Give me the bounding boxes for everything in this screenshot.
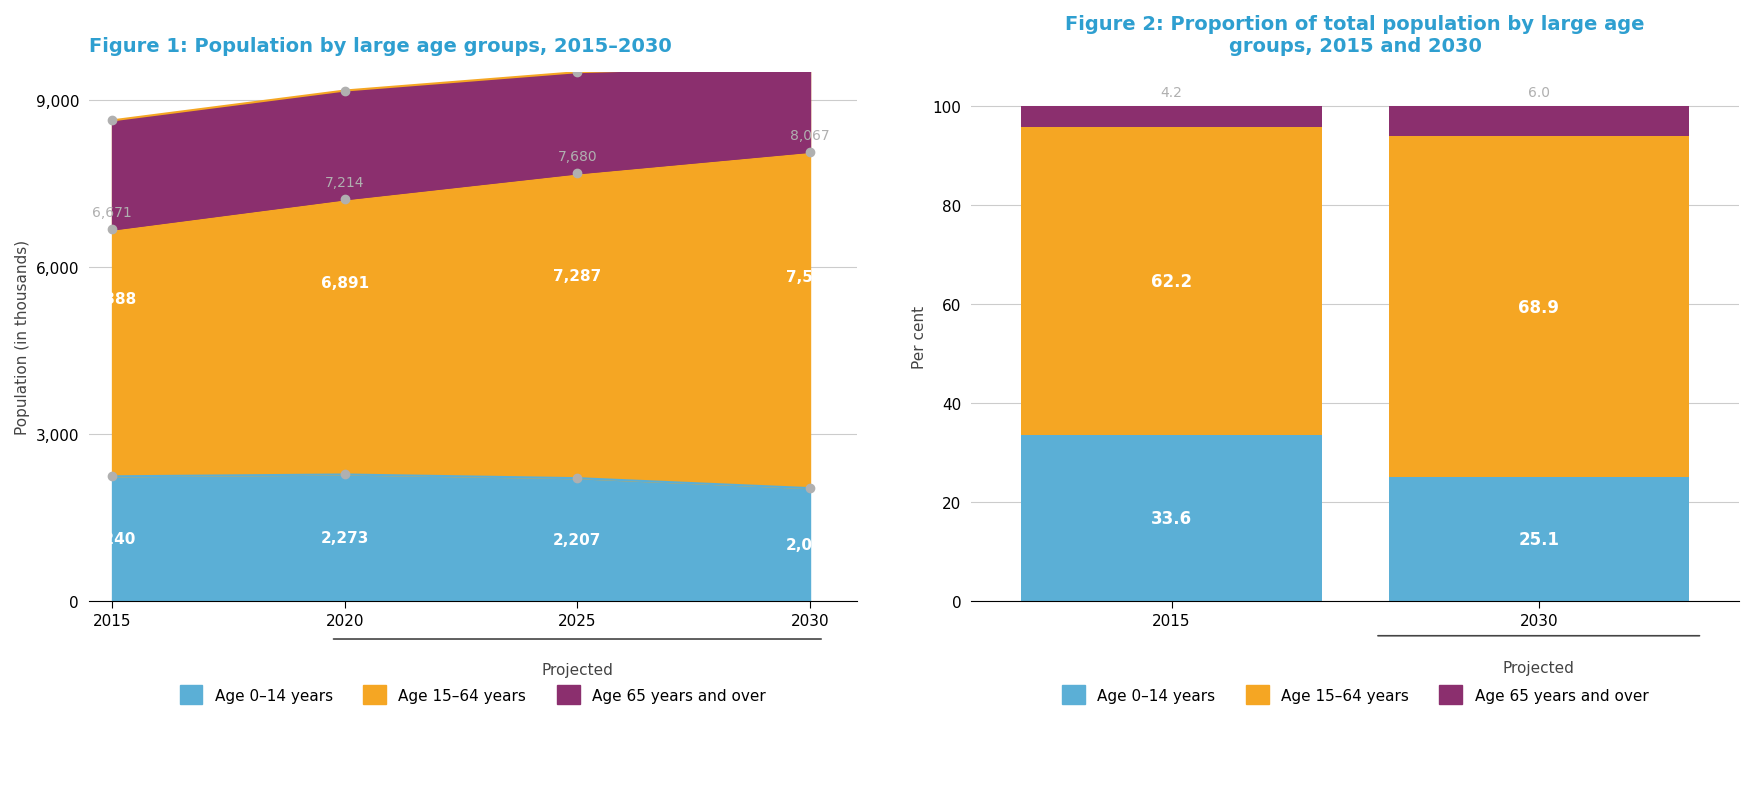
Text: 7,287: 7,287	[553, 268, 602, 283]
Text: Projected: Projected	[1503, 661, 1575, 676]
Y-axis label: Per cent: Per cent	[912, 306, 928, 368]
Text: 2,273: 2,273	[321, 530, 368, 546]
Bar	[1021, 107, 1323, 128]
Text: 6,891: 6,891	[321, 276, 368, 290]
Legend: Age 0–14 years, Age 15–64 years, Age 65 years and over: Age 0–14 years, Age 15–64 years, Age 65 …	[1056, 680, 1654, 710]
Bar	[1389, 107, 1689, 137]
Text: 68.9: 68.9	[1519, 298, 1559, 316]
Text: 6,671: 6,671	[93, 206, 132, 220]
Text: 62.2: 62.2	[1151, 272, 1193, 290]
Bar	[1389, 478, 1689, 602]
Bar	[1389, 137, 1689, 478]
Text: 33.6: 33.6	[1151, 509, 1193, 527]
Text: 4.2: 4.2	[1161, 86, 1182, 100]
Bar	[1021, 436, 1323, 602]
Bar	[1021, 128, 1323, 436]
Y-axis label: Population (in thousands): Population (in thousands)	[16, 239, 30, 435]
Text: Figure 1: Population by large age groups, 2015–2030: Figure 1: Population by large age groups…	[89, 37, 672, 56]
Text: 2,207: 2,207	[553, 533, 602, 547]
Text: Projected: Projected	[542, 663, 614, 677]
Text: 2,240: 2,240	[88, 531, 137, 547]
Title: Figure 2: Proportion of total population by large age
groups, 2015 and 2030: Figure 2: Proportion of total population…	[1065, 15, 1645, 56]
Legend: Age 0–14 years, Age 15–64 years, Age 65 years and over: Age 0–14 years, Age 15–64 years, Age 65 …	[174, 680, 772, 710]
Text: 2,028: 2,028	[786, 538, 835, 552]
Text: 6,388: 6,388	[88, 291, 137, 307]
Text: 7,584: 7,584	[786, 270, 835, 285]
Text: 7,680: 7,680	[558, 150, 596, 164]
Text: 6.0: 6.0	[1528, 86, 1551, 100]
Text: 7,214: 7,214	[324, 176, 365, 190]
Text: 8,067: 8,067	[791, 128, 830, 143]
Text: 25.1: 25.1	[1519, 530, 1559, 548]
